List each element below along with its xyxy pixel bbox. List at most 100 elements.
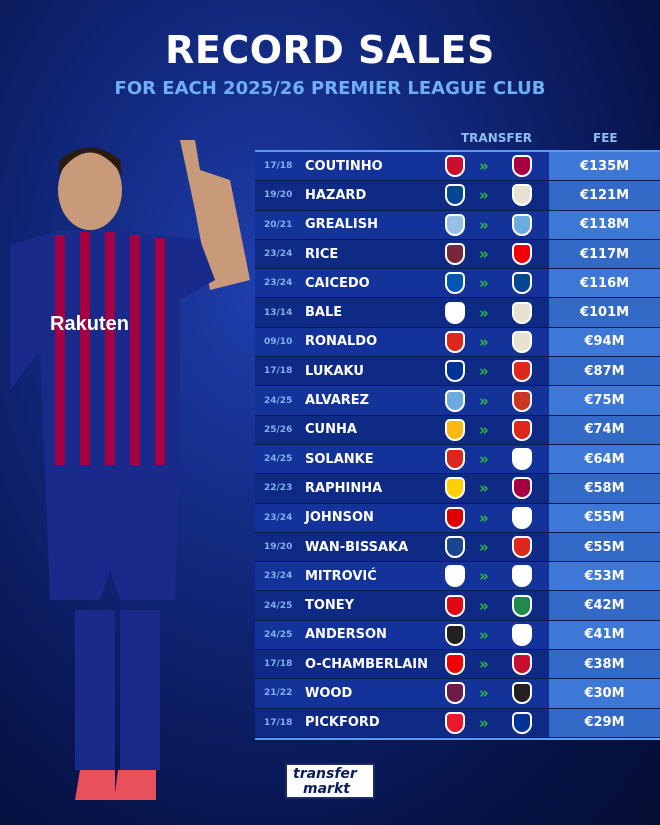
season: 23/24 <box>264 249 293 260</box>
player-name: GREALISH <box>305 217 378 233</box>
table-row: 19/20 HAZARD » €121M <box>255 181 660 211</box>
barcelona-crest <box>512 155 532 178</box>
season: 20/21 <box>264 219 293 230</box>
season: 17/18 <box>264 659 293 670</box>
season: 13/14 <box>264 307 293 318</box>
season: 17/18 <box>264 717 293 728</box>
season: 23/24 <box>264 278 293 289</box>
record-sales-table: 17/18 COUTINHO » €135M 19/20 HAZARD » €12… <box>255 150 660 740</box>
season: 19/20 <box>264 542 293 552</box>
brighton-crest <box>445 272 465 295</box>
svg-text:Rakuten: Rakuten <box>50 313 129 335</box>
page-title: RECORD SALES <box>165 28 495 72</box>
fee: €121M <box>549 181 660 210</box>
table-row: 23/24 JOHNSON » €55M <box>255 503 660 533</box>
transfermarkt-logo: transfer markt <box>285 763 375 799</box>
man-united-crest <box>512 536 532 558</box>
fee: €117M <box>549 239 660 269</box>
transfer-arrow-icon: » <box>479 362 489 381</box>
transfer-arrow-icon: » <box>479 274 489 293</box>
fee: €116M <box>549 269 660 298</box>
man-united-crest <box>445 330 465 353</box>
table-row: 23/24 CAICEDO » €116M <box>255 269 660 299</box>
fee: €135M <box>549 152 660 181</box>
al-ahli-crest <box>512 594 532 617</box>
liverpool-crest <box>445 155 465 178</box>
fee: €74M <box>549 415 660 444</box>
fee: €30M <box>549 679 660 708</box>
liverpool-crest <box>512 653 532 676</box>
fee-column-header: FEE <box>593 131 618 145</box>
table-row: 25/26 CUNHA » €74M <box>255 415 660 445</box>
aston-villa-crest <box>445 213 465 236</box>
table-row: 21/22 WOOD » €30M <box>255 679 660 709</box>
season: 22/23 <box>264 483 293 494</box>
player-name: BALE <box>305 305 343 321</box>
season: 23/24 <box>264 571 293 582</box>
fee: €94M <box>549 327 660 357</box>
transfer-arrow-icon: » <box>479 245 489 264</box>
player-name: SOLANKE <box>305 451 374 467</box>
fee: €38M <box>549 650 660 679</box>
transfer-arrow-icon: » <box>479 567 489 586</box>
fee: €41M <box>549 620 660 650</box>
fee: €53M <box>549 562 660 591</box>
man-united-crest <box>512 418 532 441</box>
player-name: O-CHAMBERLAIN <box>305 656 428 672</box>
season: 09/10 <box>264 336 293 347</box>
season: 24/25 <box>264 600 293 611</box>
player-name: RICE <box>305 246 339 262</box>
transfer-arrow-icon: » <box>479 625 489 644</box>
wolves-crest <box>445 418 465 441</box>
player-name: RONALDO <box>305 334 378 350</box>
fee: €58M <box>549 474 660 503</box>
table-row: 17/18 LUKAKU » €87M <box>255 357 660 387</box>
sunderland-crest <box>445 711 465 734</box>
everton-crest <box>445 360 465 383</box>
transfer-arrow-icon: » <box>479 391 489 410</box>
arsenal-crest <box>512 243 532 266</box>
fee: €87M <box>549 357 660 386</box>
transfer-arrow-icon: » <box>479 303 489 322</box>
fee: €118M <box>549 210 660 239</box>
player-name: MITROVIĆ <box>305 568 377 584</box>
fee: €29M <box>549 708 660 737</box>
page-subtitle: FOR EACH 2025/26 PREMIER LEAGUE CLUB <box>114 78 546 99</box>
table-row: 24/25 SOLANKE » €64M <box>255 444 660 475</box>
transfer-arrow-icon: » <box>479 215 489 234</box>
season: 23/24 <box>264 512 293 523</box>
transfer-arrow-icon: » <box>479 713 489 732</box>
newcastle-crest <box>445 623 465 646</box>
season: 24/25 <box>264 629 293 640</box>
player-name: COUTINHO <box>305 158 383 174</box>
transfer-arrow-icon: » <box>479 332 489 351</box>
barcelona-crest <box>512 477 532 500</box>
fee: €55M <box>549 532 660 562</box>
table-row: 17/18 COUTINHO » €135M <box>255 152 660 182</box>
man-city-crest <box>445 389 465 412</box>
table-row: 19/20 WAN-BISSAKA » €55M <box>255 532 660 563</box>
season: 21/22 <box>264 688 293 699</box>
season: 19/20 <box>264 190 293 201</box>
leeds-crest <box>445 477 465 500</box>
table-row: 23/24 RICE » €117M <box>255 239 660 270</box>
chelsea-crest <box>445 184 465 207</box>
player-name: WAN-BISSAKA <box>305 539 409 555</box>
transfer-arrow-icon: » <box>479 655 489 674</box>
player-name: LUKAKU <box>305 363 364 379</box>
transfer-arrow-icon: » <box>479 479 489 498</box>
player-name: TONEY <box>305 598 355 614</box>
transfer-arrow-icon: » <box>479 538 489 556</box>
atletico-madrid-crest <box>512 389 532 412</box>
transfer-arrow-icon: » <box>479 450 489 469</box>
table-row: 13/14 BALE » €101M <box>255 298 660 328</box>
table-row: 24/25 ANDERSON » €41M <box>255 620 660 651</box>
table-row: 22/23 RAPHINHA » €58M <box>255 474 660 504</box>
arsenal-crest <box>445 653 465 676</box>
crystal-palace-crest <box>445 536 465 558</box>
tottenham-crest <box>512 448 532 471</box>
fulham-crest <box>445 565 465 588</box>
transfer-arrow-icon: » <box>479 596 489 615</box>
everton-crest <box>512 711 532 734</box>
player-name: CAICEDO <box>305 275 370 291</box>
